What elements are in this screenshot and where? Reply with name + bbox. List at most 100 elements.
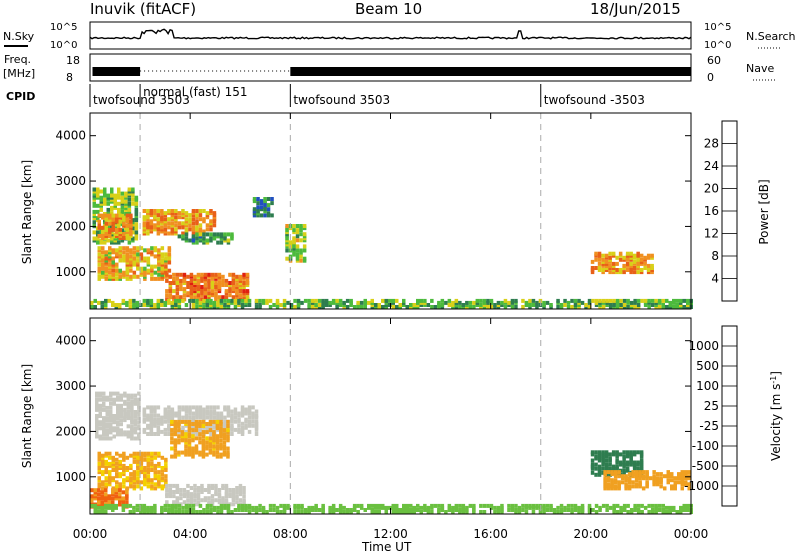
data-cell <box>251 413 255 418</box>
data-cell <box>419 505 423 510</box>
data-cell <box>173 438 178 443</box>
data-cell <box>597 470 602 475</box>
data-cell <box>97 492 101 497</box>
data-cell <box>222 450 227 455</box>
data-cell <box>677 480 681 485</box>
data-cell <box>335 303 339 307</box>
data-cell <box>577 508 581 512</box>
data-cell <box>160 258 165 263</box>
data-cell <box>106 193 110 198</box>
data-cell <box>111 248 115 253</box>
data-cell <box>233 415 238 420</box>
data-cell <box>156 427 161 432</box>
data-cell <box>146 231 150 236</box>
data-cell <box>139 503 143 508</box>
data-cell <box>244 298 248 303</box>
data-cell <box>601 470 605 475</box>
data-cell <box>102 430 106 435</box>
data-cell <box>195 229 199 234</box>
data-cell <box>207 272 211 277</box>
data-cell <box>489 305 494 309</box>
data-cell <box>517 505 522 510</box>
data-cell <box>181 231 185 236</box>
data-cell <box>659 484 663 489</box>
data-cell <box>331 298 336 303</box>
data-cell <box>126 424 131 429</box>
data-cell <box>632 259 637 264</box>
data-cell <box>106 195 110 200</box>
data-cell <box>173 448 178 453</box>
data-cell <box>209 303 213 307</box>
data-cell <box>172 295 176 300</box>
data-cell <box>118 268 122 273</box>
data-cell <box>97 510 101 514</box>
data-cell <box>208 422 213 426</box>
data-cell <box>179 278 183 283</box>
data-cell <box>632 452 637 457</box>
data-cell <box>125 217 130 222</box>
data-cell <box>233 411 238 416</box>
data-cell <box>615 450 619 455</box>
data-cell <box>118 232 122 236</box>
data-cell <box>198 436 202 441</box>
data-cell <box>195 510 199 514</box>
data-cell <box>179 285 183 289</box>
data-cell <box>167 268 172 273</box>
data-cell <box>223 405 227 410</box>
data-cell <box>136 248 140 253</box>
data-cell <box>90 494 94 499</box>
data-cell <box>181 215 185 220</box>
data-cell <box>100 494 104 499</box>
data-cell <box>153 215 157 220</box>
data-cell <box>120 228 125 233</box>
data-cell <box>111 476 115 481</box>
data-cell <box>150 250 154 255</box>
data-cell <box>168 293 173 298</box>
data-cell <box>125 488 129 493</box>
data-cell <box>149 508 154 512</box>
data-cell <box>242 498 246 503</box>
data-cell <box>177 434 181 439</box>
cpid-segment-label: twofsound 3503 <box>93 93 190 107</box>
data-cell <box>149 405 154 410</box>
data-cell <box>123 414 127 418</box>
data-cell <box>191 436 195 441</box>
data-cell <box>594 456 598 461</box>
data-cell <box>105 430 109 435</box>
data-cell <box>230 427 234 432</box>
data-cell <box>611 450 616 455</box>
data-cell <box>129 223 133 228</box>
data-cell <box>251 405 255 410</box>
data-cell <box>231 488 236 492</box>
data-cell <box>324 303 329 307</box>
data-cell <box>423 508 427 512</box>
data-cell <box>603 470 607 475</box>
data-cell <box>174 411 178 416</box>
data-cell <box>126 405 131 410</box>
data-cell <box>310 303 315 307</box>
data-cell <box>686 508 690 512</box>
data-cell <box>117 193 121 198</box>
data-cell <box>139 455 144 460</box>
data-cell <box>507 503 511 508</box>
data-cell <box>90 300 94 305</box>
data-cell <box>601 270 605 275</box>
data-cell <box>686 303 690 307</box>
data-cell <box>149 298 154 303</box>
data-cell <box>221 274 225 279</box>
data-cell <box>202 298 206 303</box>
data-cell <box>650 508 655 512</box>
data-cell <box>619 505 623 510</box>
data-cell <box>113 240 117 245</box>
data-cell <box>180 419 185 424</box>
data-cell <box>663 474 667 479</box>
data-cell <box>181 415 185 420</box>
data-cell <box>133 393 138 398</box>
data-cell <box>212 432 216 437</box>
data-cell <box>597 253 602 258</box>
data-cell <box>216 303 220 307</box>
data-cell <box>186 490 190 494</box>
data-cell <box>157 248 161 253</box>
data-cell <box>188 405 192 410</box>
data-cell <box>640 510 644 514</box>
